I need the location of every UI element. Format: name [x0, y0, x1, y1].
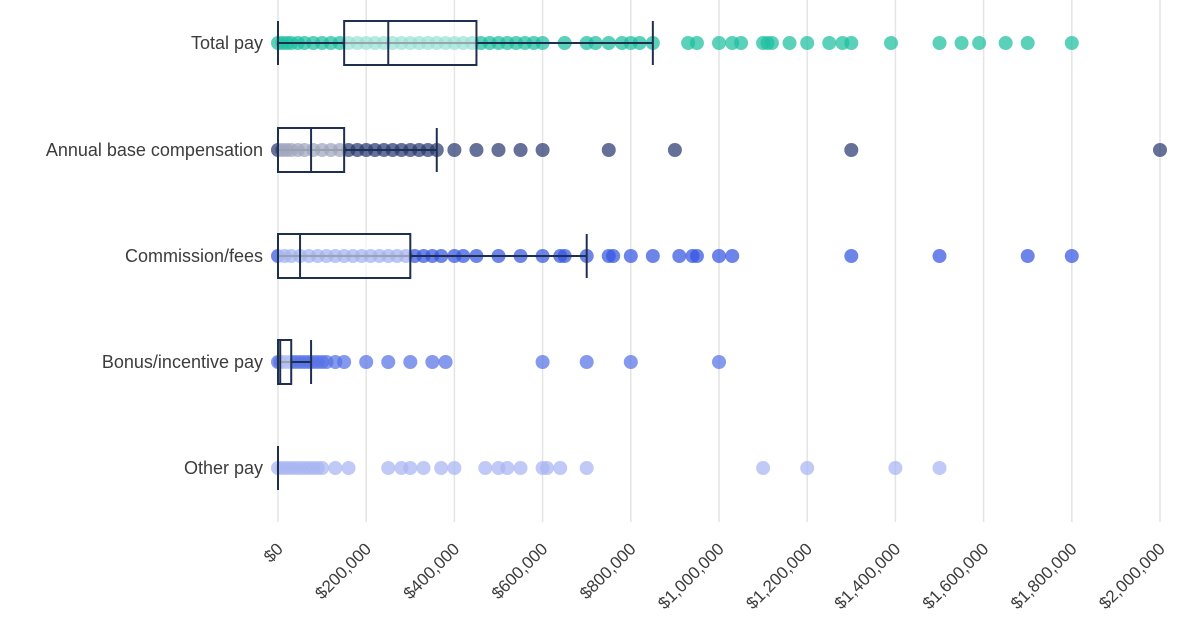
x-axis-ticks: $0 $200,000 $400,000 $600,000 $800,000 $1,000…	[260, 539, 1169, 613]
data-point	[822, 36, 837, 50]
data-point	[535, 355, 550, 369]
data-point	[764, 36, 779, 50]
data-point	[712, 36, 726, 50]
data-point	[800, 461, 815, 475]
x-tick-label: $1,000,000	[654, 539, 728, 613]
data-point	[1153, 143, 1167, 157]
data-point	[645, 249, 660, 263]
data-point	[734, 36, 749, 50]
data-point	[315, 461, 330, 475]
data-point	[1020, 36, 1035, 50]
x-tick-label: $1,600,000	[919, 539, 993, 613]
data-point	[1064, 36, 1079, 50]
data-point	[438, 355, 453, 369]
data-point	[972, 36, 987, 50]
data-point	[883, 36, 898, 50]
iqr-box	[343, 20, 478, 66]
data-point	[1064, 249, 1079, 263]
data-point	[381, 461, 396, 475]
data-point	[844, 143, 859, 157]
data-point	[888, 461, 903, 475]
data-point	[434, 461, 449, 475]
data-point	[425, 355, 440, 369]
data-point	[341, 461, 356, 475]
data-point	[500, 461, 515, 475]
x-tick-label: $600,000	[488, 539, 552, 603]
data-point	[491, 143, 506, 157]
data-point	[359, 355, 374, 369]
data-point	[623, 249, 638, 263]
category-label: Annual base compensation	[46, 140, 263, 160]
x-tick-label: $800,000	[576, 539, 640, 603]
category-label: Commission/fees	[125, 246, 263, 266]
x-tick-label: $1,400,000	[831, 539, 905, 613]
data-point	[672, 249, 687, 263]
data-point	[535, 143, 550, 157]
data-point	[712, 355, 726, 369]
data-point	[954, 36, 969, 50]
data-point	[601, 143, 616, 157]
data-point	[689, 249, 704, 263]
data-point	[403, 355, 418, 369]
data-point	[932, 249, 947, 263]
data-point	[553, 461, 568, 475]
data-point	[579, 461, 594, 475]
category-label: Bonus/incentive pay	[102, 352, 263, 372]
y-axis-categories: Total pay Annual base compensation Commiss…	[46, 33, 263, 478]
box-plot	[277, 20, 654, 66]
data-point	[844, 36, 859, 50]
data-point	[725, 249, 740, 263]
box-plot	[277, 339, 313, 385]
box-plot	[277, 127, 438, 173]
iqr-box	[277, 339, 293, 385]
data-point	[579, 355, 594, 369]
box-plot	[277, 233, 588, 279]
x-tick-label: $0	[260, 539, 287, 566]
category-label: Other pay	[184, 458, 263, 478]
category-label: Total pay	[191, 33, 263, 53]
data-point	[932, 461, 947, 475]
data-point	[998, 36, 1013, 50]
data-point	[844, 249, 859, 263]
data-point	[416, 461, 431, 475]
data-point	[513, 461, 528, 475]
data-point	[932, 36, 947, 50]
iqr-box	[277, 233, 412, 279]
x-tick-label: $1,800,000	[1007, 539, 1081, 613]
data-point	[403, 461, 418, 475]
x-tick-label: $2,000,000	[1095, 539, 1169, 613]
data-point	[337, 355, 352, 369]
data-point	[712, 249, 726, 263]
data-point	[756, 461, 771, 475]
box-plots	[277, 20, 654, 490]
data-point	[1020, 249, 1035, 263]
data-point	[540, 461, 555, 475]
data-point	[328, 461, 343, 475]
data-point	[689, 36, 704, 50]
data-point	[469, 143, 484, 157]
data-point	[513, 143, 528, 157]
x-tick-label: $200,000	[311, 539, 375, 603]
data-point	[623, 355, 638, 369]
x-tick-label: $400,000	[400, 539, 464, 603]
data-point	[667, 143, 682, 157]
data-point	[606, 249, 621, 263]
data-point	[381, 355, 396, 369]
x-tick-label: $1,200,000	[742, 539, 816, 613]
data-point	[782, 36, 797, 50]
data-point	[447, 461, 462, 475]
data-point	[478, 461, 493, 475]
data-point	[447, 143, 462, 157]
data-point	[800, 36, 815, 50]
